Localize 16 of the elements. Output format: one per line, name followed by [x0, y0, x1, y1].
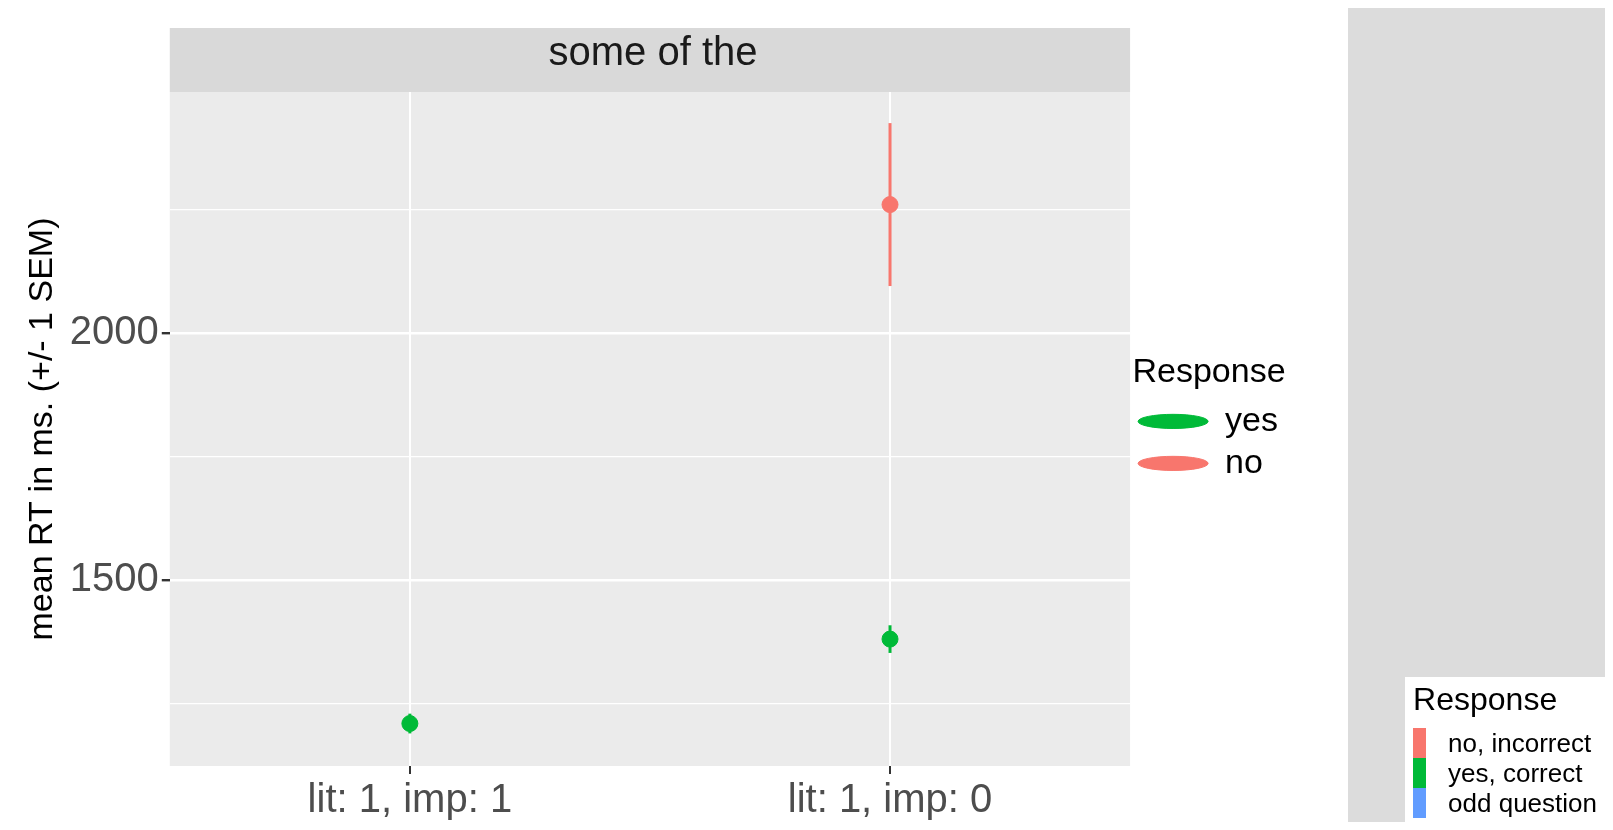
- y-tick-label: 2000: [69, 307, 159, 352]
- legend-title: Response: [1132, 350, 1286, 389]
- point: [881, 196, 899, 214]
- legend-label: yes: [1225, 399, 1279, 438]
- point: [881, 630, 899, 648]
- legend-label: no, incorrect: [1448, 727, 1592, 759]
- x-tick-label: lit: 1, imp: 1: [307, 776, 513, 821]
- x-tick-label: lit: 1, imp: 0: [787, 776, 993, 821]
- y-tick-label: 1500: [69, 554, 159, 599]
- legend-label: yes, correct: [1448, 757, 1583, 789]
- point: [401, 715, 419, 733]
- legend-label: odd question: [1448, 787, 1597, 819]
- legend-title: Response: [1413, 681, 1559, 718]
- chart-title: some of the: [548, 29, 758, 74]
- y-axis-title: mean RT in ms. (+/- 1 SEM): [20, 217, 59, 641]
- legend-label: no: [1225, 441, 1263, 480]
